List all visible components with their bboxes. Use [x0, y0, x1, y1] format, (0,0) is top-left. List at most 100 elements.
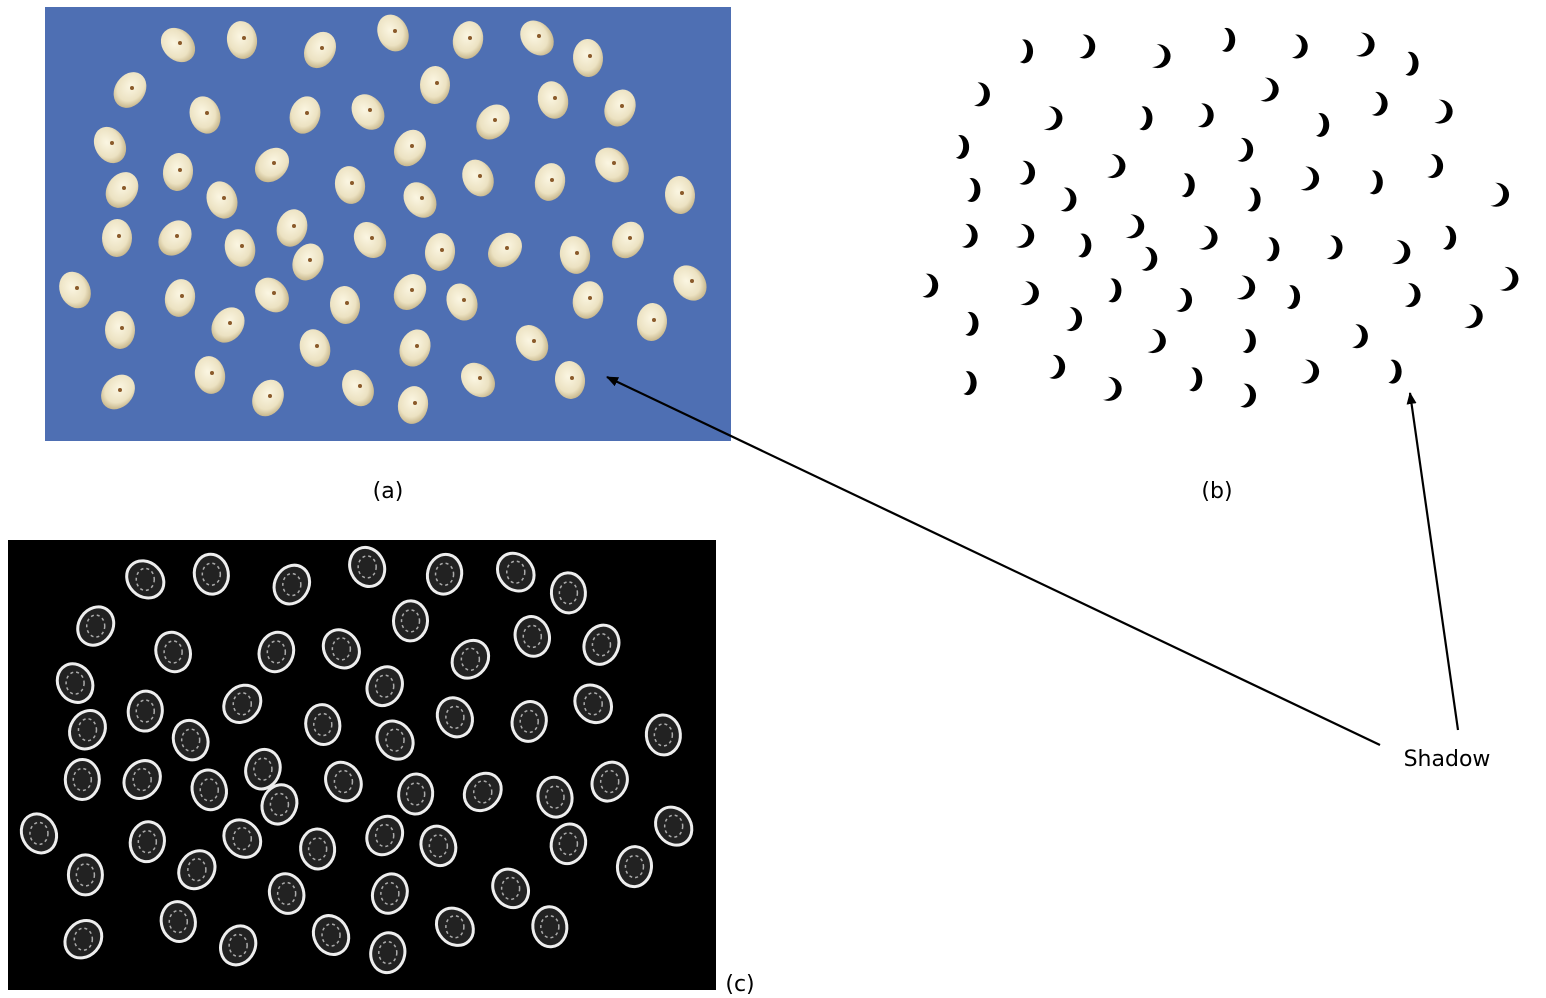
shadow-cut: [945, 134, 963, 158]
kernel-tip: [462, 298, 466, 302]
shadow-cut: [1276, 284, 1294, 308]
shadow-cut: [910, 273, 932, 297]
kernel-tip: [305, 111, 309, 115]
page: (a) (b) (c) Shadow (() => { const data =…: [0, 0, 1546, 998]
kernel-tip: [588, 54, 592, 58]
shadow-cut: [956, 177, 974, 201]
shadow-cut: [1486, 266, 1512, 290]
kernel-tip: [570, 376, 574, 380]
panel-label: (b): [1201, 479, 1232, 504]
shadow-cut: [1048, 187, 1070, 211]
panel-label: (c): [725, 972, 754, 997]
kernel-tip: [468, 36, 472, 40]
shadow-cut: [1477, 182, 1503, 206]
shadow-cut: [1237, 187, 1255, 211]
shadow-cut: [1232, 328, 1250, 352]
shadow-cut: [1393, 282, 1415, 306]
shadow-cut: [1395, 51, 1413, 75]
shadow-cut: [1171, 172, 1189, 196]
kernel-tip: [130, 86, 134, 90]
kernel: [105, 311, 135, 349]
shadow-cut: [1247, 77, 1273, 101]
shadow-cut: [1054, 306, 1076, 330]
shadow-cut: [1067, 232, 1085, 256]
shadows-b: [910, 27, 1518, 408]
shadow-cut: [1112, 213, 1138, 237]
kernel-tip: [440, 248, 444, 252]
shadow-cut: [1287, 359, 1313, 383]
shadow-cut: [1287, 166, 1313, 190]
shadow-cut: [1451, 303, 1477, 327]
shadow-cut: [962, 81, 984, 105]
shadow-cut: [1093, 153, 1119, 177]
shadow-cut: [1007, 160, 1029, 184]
kernel-tip: [228, 321, 232, 325]
shadow-cut: [1315, 234, 1337, 258]
annotation: Shadow: [1404, 747, 1491, 772]
kernel-tip: [478, 376, 482, 380]
kernel-tip: [175, 234, 179, 238]
kernel-tip: [345, 301, 349, 305]
kernel-tip: [368, 108, 372, 112]
shadow-cut: [1432, 225, 1450, 249]
kernel-tip: [612, 161, 616, 165]
kernel-tip: [620, 104, 624, 108]
kernel-tip: [210, 371, 214, 375]
shadow-cut: [1097, 277, 1115, 301]
kernel-tip: [628, 236, 632, 240]
kernel-tip: [690, 279, 694, 283]
shadow-cut: [1178, 366, 1196, 390]
kernel-tip: [537, 34, 541, 38]
kernel-tip: [320, 46, 324, 50]
kernel-edge: [393, 600, 428, 641]
kernel-tip: [350, 181, 354, 185]
kernel-tip: [532, 339, 536, 343]
kernel-tip: [680, 191, 684, 195]
shadow-cut: [1090, 376, 1116, 400]
kernel-tip: [550, 178, 554, 182]
kernel-tip: [410, 144, 414, 148]
shadow-cut: [953, 370, 971, 394]
kernel-tip: [110, 141, 114, 145]
kernel-tip: [242, 36, 246, 40]
shadow-cut: [1378, 239, 1404, 263]
shadow-cut: [1223, 275, 1249, 299]
shadow-cut: [1228, 383, 1250, 407]
kernel-tip: [358, 384, 362, 388]
shadow-cut: [1255, 236, 1273, 260]
kernel-tip: [120, 326, 124, 330]
shadow-cut: [1128, 105, 1146, 129]
kernel-tip: [118, 388, 122, 392]
shadow-cut: [1186, 102, 1208, 126]
kernel-tip: [413, 401, 417, 405]
kernel-tip: [272, 291, 276, 295]
shadow-cut: [950, 223, 972, 247]
kernel-edge: [645, 714, 682, 756]
kernel-tip: [222, 196, 226, 200]
kernel-tip: [415, 344, 419, 348]
kernel-tip: [420, 196, 424, 200]
kernel-tip: [478, 174, 482, 178]
shadow-cut: [1359, 169, 1377, 193]
kernel-edge: [68, 855, 102, 895]
shadow-cut: [1378, 359, 1396, 383]
shadow-cut: [1030, 105, 1056, 129]
kernel-tip: [370, 236, 374, 240]
shadow-cut: [1139, 43, 1165, 67]
arrow: [607, 377, 1380, 745]
figure: (a) (b) (c) Shadow: [0, 0, 1546, 998]
shadow-cut: [955, 311, 973, 335]
shadow-cut: [1415, 153, 1437, 177]
shadow-cut: [1164, 287, 1186, 311]
shadow-cut: [1067, 34, 1089, 58]
shadow-cut: [1211, 27, 1229, 51]
kernel-tip: [393, 29, 397, 33]
panel-label: (a): [373, 479, 404, 504]
shadow-cut: [1225, 137, 1247, 161]
shadow-cut: [1343, 32, 1369, 56]
shadow-cut: [1305, 112, 1323, 136]
kernel-tip: [178, 41, 182, 45]
kernel-tip: [588, 296, 592, 300]
shadow-cut: [1186, 225, 1212, 249]
kernel-tip: [180, 294, 184, 298]
